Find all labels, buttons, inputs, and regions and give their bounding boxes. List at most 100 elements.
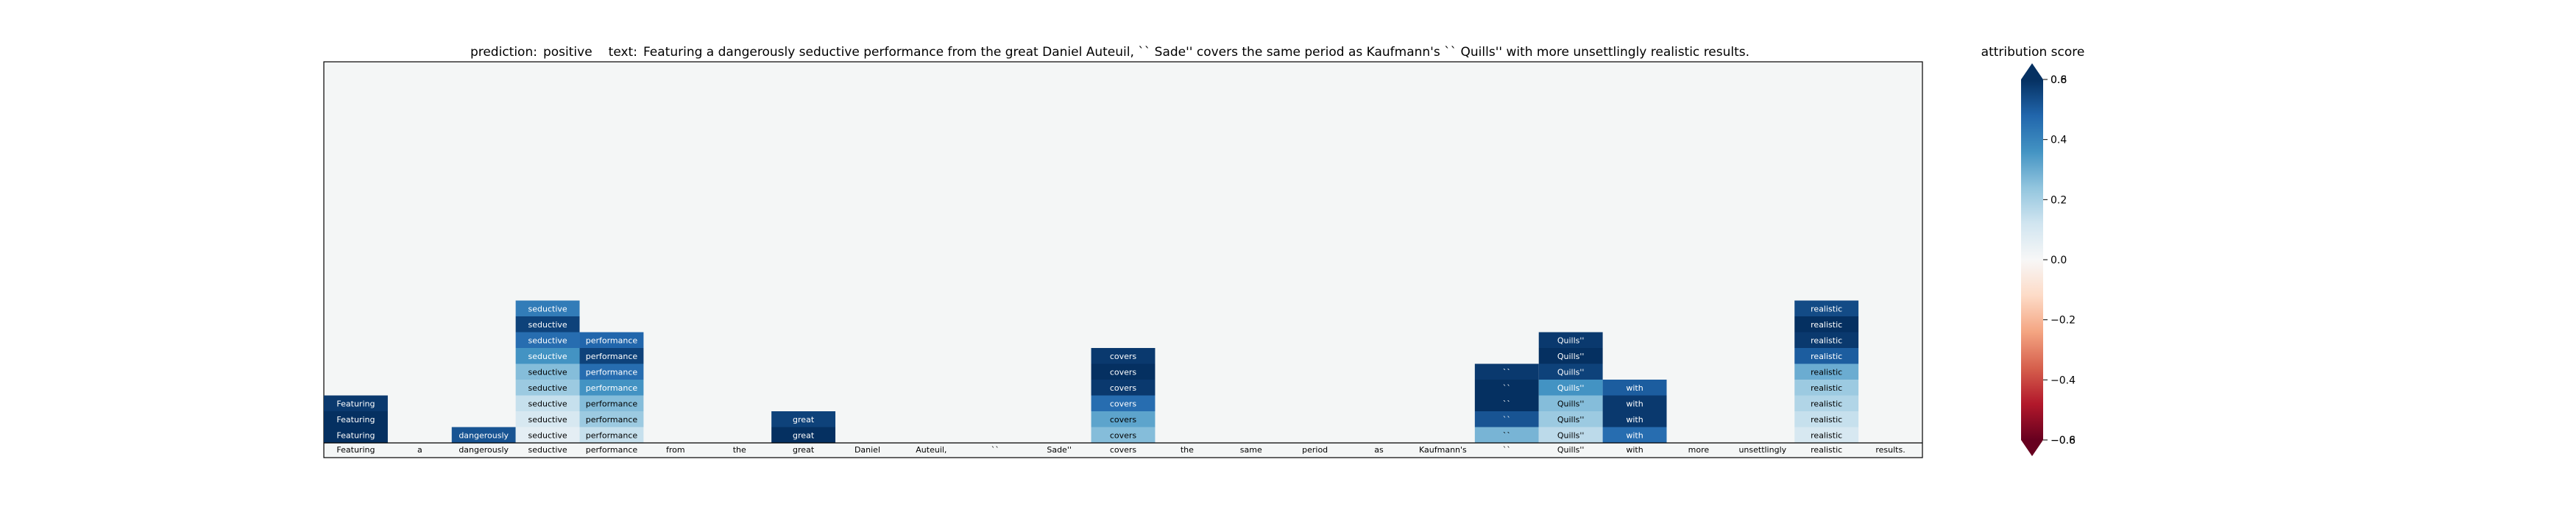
cell-token-label: with [1626,399,1643,408]
heatmap-cell [1474,427,1539,443]
heatmap-cell [1794,316,1859,333]
token-label: period [1302,445,1328,455]
token-label: unsettlingly [1738,445,1786,455]
chart-title: prediction: positive text: Featuring a dang… [470,45,1749,60]
prediction-value: positive [543,45,592,60]
heatmap-cell [515,380,580,396]
cell-token-label: covers [1110,415,1137,425]
heatmap-cell [1602,411,1667,427]
cell-token-label: Quills'' [1557,367,1585,377]
token-label: Kaufmann's [1419,445,1467,455]
heatmap-cell [579,332,644,348]
cell-token-label: covers [1110,352,1137,361]
cell-token-label: with [1626,430,1643,440]
cell-token-label: Quills'' [1557,383,1585,393]
heatmap-cell [1091,348,1156,364]
cell-token-label: realistic [1811,304,1842,313]
heatmap-cell [1538,395,1603,411]
cell-token-label: `` [1503,430,1511,440]
heatmap-cell [1794,348,1859,364]
token-label: the [1181,445,1194,455]
heatmap-cell [771,427,836,443]
cell-token-label: covers [1110,367,1137,377]
token-label: same [1240,445,1262,455]
heatmap-cell [515,427,580,443]
cell-token-label: performance [586,335,638,345]
heatmap-cell [324,411,388,427]
colorbar-tick-label: −0.4 [2050,374,2076,386]
cell-token-label: seductive [528,399,567,408]
token-label: from [666,445,685,455]
token-label: Featuring [336,445,375,455]
heatmap-cell [1538,363,1603,380]
cell-token-label: covers [1110,383,1137,393]
colorbar-tick-label-overlap: 0.8 [2050,74,2067,86]
cell-token-label: performance [586,399,638,408]
token-label: great [793,445,815,455]
cell-token-label: performance [586,383,638,393]
colorbar-extend-bottom [2021,440,2043,456]
token-label: a [417,445,422,455]
colorbar-ticks: −0.6 −0.4 −0.2 0.0 0.2 0.4 0.60.8 −0.8 [2043,74,2076,447]
heatmap-cell [324,427,388,443]
cell-token-label: performance [586,430,638,440]
token-label: realistic [1811,445,1842,455]
colorbar-tick-label: −0.2 [2050,315,2076,327]
token-label: seductive [528,445,567,455]
cell-token-label: Quills'' [1557,352,1585,361]
cell-token-label: seductive [528,430,567,440]
cell-token-label: realistic [1811,430,1842,440]
token-label: performance [586,445,638,455]
cell-token-label: `` [1503,367,1511,377]
cell-token-label: realistic [1811,335,1842,345]
heatmap-cell [1538,380,1603,396]
heatmap-cell [515,300,580,316]
heatmap-cell [771,411,836,427]
heatmap-cell [1794,427,1859,443]
cell-token-label: realistic [1811,320,1842,330]
cell-token-label: dangerously [459,430,509,440]
token-label: the [733,445,746,455]
cell-token-label: seductive [528,320,567,330]
heatmap-cell [1794,363,1859,380]
cell-token-label: `` [1503,415,1511,425]
colorbar-tick-label: 0.6 [2050,74,2067,86]
colorbar-tick-label: 0.0 [2050,255,2067,266]
token-label: Sade'' [1047,445,1072,455]
token-label: `` [1503,445,1511,455]
heatmap-cell [1602,380,1667,396]
token-label: covers [1110,445,1137,455]
cell-token-label: great [793,430,815,440]
heatmap-cell [1794,300,1859,316]
heatmap-cell [1538,332,1603,348]
colorbar-tick-label: −0.6 [2050,435,2076,447]
token-label: Daniel [854,445,880,455]
token-label: as [1374,445,1384,455]
cell-token-label: with [1626,415,1643,425]
heatmap-cell [324,395,388,411]
heatmap-cell [515,332,580,348]
heatmap-cell [1538,411,1603,427]
cell-token-label: Featuring [336,415,375,425]
token-label: dangerously [459,445,509,455]
heatmap-cell [1794,380,1859,396]
colorbar-title: attribution score [1981,45,2085,60]
cell-token-label: seductive [528,367,567,377]
cell-token-label: realistic [1811,415,1842,425]
heatmap-cell [1091,363,1156,380]
cell-token-label: Quills'' [1557,399,1585,408]
heatmap-cell [515,363,580,380]
heatmap-cell [1602,395,1667,411]
cell-token-label: realistic [1811,352,1842,361]
heatmap-cell [1474,411,1539,427]
heatmap-cell [1474,363,1539,380]
heatmap-cell [1091,411,1156,427]
heatmap-cell [579,411,644,427]
heatmap-cell [1091,427,1156,443]
cell-token-label: seductive [528,352,567,361]
cell-token-label: performance [586,367,638,377]
colorbar-tick-label: 0.4 [2050,135,2067,146]
colorbar-tick-label: 0.2 [2050,194,2067,206]
cell-token-label: performance [586,415,638,425]
